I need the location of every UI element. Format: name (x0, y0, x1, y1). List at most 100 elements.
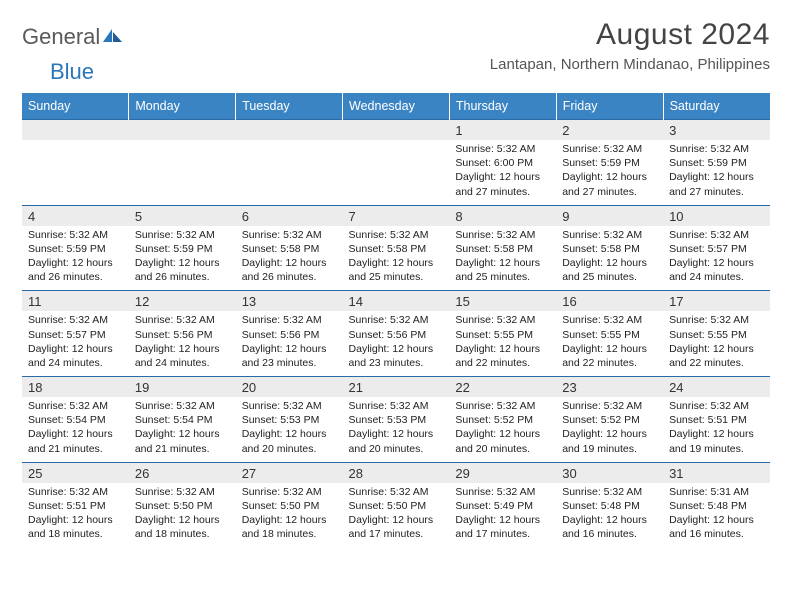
logo: General (22, 24, 124, 50)
day-info-cell: Sunrise: 5:32 AMSunset: 5:56 PMDaylight:… (343, 311, 450, 376)
day-cell: 25 (22, 462, 129, 483)
day-info-cell: Sunrise: 5:32 AMSunset: 5:50 PMDaylight:… (343, 483, 450, 548)
day-info: Sunrise: 5:32 AMSunset: 5:54 PMDaylight:… (22, 397, 129, 462)
day-cell: 26 (129, 462, 236, 483)
logo-word1: General (22, 24, 100, 50)
day-number: 13 (236, 291, 343, 311)
day-info-cell: Sunrise: 5:32 AMSunset: 5:58 PMDaylight:… (236, 226, 343, 291)
day-info-cell (22, 140, 129, 205)
day-info: Sunrise: 5:32 AMSunset: 5:59 PMDaylight:… (129, 226, 236, 291)
daynum-row: 45678910 (22, 205, 770, 226)
day-info: Sunrise: 5:32 AMSunset: 5:56 PMDaylight:… (236, 311, 343, 376)
calendar-table: SundayMondayTuesdayWednesdayThursdayFrid… (22, 93, 770, 547)
day-info: Sunrise: 5:32 AMSunset: 5:48 PMDaylight:… (556, 483, 663, 548)
day-number: 6 (236, 206, 343, 226)
day-info: Sunrise: 5:32 AMSunset: 5:52 PMDaylight:… (556, 397, 663, 462)
day-number: 20 (236, 377, 343, 397)
calendar-page: General August 2024 Lantapan, Northern M… (0, 0, 792, 557)
day-info: Sunrise: 5:32 AMSunset: 5:58 PMDaylight:… (343, 226, 450, 291)
info-row: Sunrise: 5:32 AMSunset: 6:00 PMDaylight:… (22, 140, 770, 205)
day-info-cell: Sunrise: 5:32 AMSunset: 5:53 PMDaylight:… (236, 397, 343, 462)
day-cell: 15 (449, 291, 556, 312)
day-info: Sunrise: 5:32 AMSunset: 5:59 PMDaylight:… (663, 140, 770, 205)
day-cell (22, 120, 129, 141)
day-info-cell: Sunrise: 5:32 AMSunset: 5:53 PMDaylight:… (343, 397, 450, 462)
day-header: Thursday (449, 93, 556, 120)
day-header: Wednesday (343, 93, 450, 120)
day-info: Sunrise: 5:32 AMSunset: 5:53 PMDaylight:… (343, 397, 450, 462)
day-cell (236, 120, 343, 141)
daynum-row: 18192021222324 (22, 377, 770, 398)
day-info: Sunrise: 5:32 AMSunset: 5:50 PMDaylight:… (236, 483, 343, 548)
day-cell: 9 (556, 205, 663, 226)
day-cell: 30 (556, 462, 663, 483)
day-cell: 29 (449, 462, 556, 483)
day-cell: 16 (556, 291, 663, 312)
day-cell: 11 (22, 291, 129, 312)
info-row: Sunrise: 5:32 AMSunset: 5:59 PMDaylight:… (22, 226, 770, 291)
daynum-row: 11121314151617 (22, 291, 770, 312)
day-info: Sunrise: 5:32 AMSunset: 5:58 PMDaylight:… (556, 226, 663, 291)
day-cell: 21 (343, 377, 450, 398)
day-number: 8 (449, 206, 556, 226)
day-info-cell: Sunrise: 5:32 AMSunset: 5:56 PMDaylight:… (236, 311, 343, 376)
day-info-cell: Sunrise: 5:32 AMSunset: 5:55 PMDaylight:… (449, 311, 556, 376)
day-info: Sunrise: 5:32 AMSunset: 5:50 PMDaylight:… (129, 483, 236, 548)
day-info-cell: Sunrise: 5:32 AMSunset: 5:52 PMDaylight:… (449, 397, 556, 462)
day-number: 1 (449, 120, 556, 140)
day-header-row: SundayMondayTuesdayWednesdayThursdayFrid… (22, 93, 770, 120)
day-number: 25 (22, 463, 129, 483)
day-info-cell: Sunrise: 5:32 AMSunset: 5:51 PMDaylight:… (663, 397, 770, 462)
location-text: Lantapan, Northern Mindanao, Philippines (490, 56, 770, 73)
day-number: 27 (236, 463, 343, 483)
day-info: Sunrise: 5:32 AMSunset: 5:57 PMDaylight:… (22, 311, 129, 376)
day-number: 5 (129, 206, 236, 226)
day-number: 24 (663, 377, 770, 397)
day-info: Sunrise: 5:32 AMSunset: 5:56 PMDaylight:… (343, 311, 450, 376)
day-info-cell: Sunrise: 5:32 AMSunset: 5:58 PMDaylight:… (343, 226, 450, 291)
day-number: 9 (556, 206, 663, 226)
day-info: Sunrise: 5:32 AMSunset: 5:55 PMDaylight:… (449, 311, 556, 376)
day-info: Sunrise: 5:32 AMSunset: 5:55 PMDaylight:… (556, 311, 663, 376)
day-cell: 23 (556, 377, 663, 398)
day-info-cell: Sunrise: 5:32 AMSunset: 5:54 PMDaylight:… (129, 397, 236, 462)
day-info-cell (343, 140, 450, 205)
day-info: Sunrise: 5:32 AMSunset: 5:57 PMDaylight:… (663, 226, 770, 291)
day-cell: 10 (663, 205, 770, 226)
day-cell: 19 (129, 377, 236, 398)
day-cell: 14 (343, 291, 450, 312)
day-cell: 22 (449, 377, 556, 398)
day-number: 26 (129, 463, 236, 483)
day-cell: 28 (343, 462, 450, 483)
day-info-cell: Sunrise: 5:32 AMSunset: 5:54 PMDaylight:… (22, 397, 129, 462)
day-cell: 27 (236, 462, 343, 483)
day-cell: 1 (449, 120, 556, 141)
day-info: Sunrise: 5:32 AMSunset: 5:52 PMDaylight:… (449, 397, 556, 462)
day-cell: 5 (129, 205, 236, 226)
day-number: 30 (556, 463, 663, 483)
day-info: Sunrise: 5:31 AMSunset: 5:48 PMDaylight:… (663, 483, 770, 548)
day-cell: 12 (129, 291, 236, 312)
day-info: Sunrise: 5:32 AMSunset: 5:51 PMDaylight:… (22, 483, 129, 548)
day-info-cell: Sunrise: 5:32 AMSunset: 6:00 PMDaylight:… (449, 140, 556, 205)
day-number: 18 (22, 377, 129, 397)
day-info: Sunrise: 5:32 AMSunset: 5:56 PMDaylight:… (129, 311, 236, 376)
day-cell: 6 (236, 205, 343, 226)
day-number: 3 (663, 120, 770, 140)
info-row: Sunrise: 5:32 AMSunset: 5:54 PMDaylight:… (22, 397, 770, 462)
day-cell: 13 (236, 291, 343, 312)
day-info: Sunrise: 5:32 AMSunset: 5:59 PMDaylight:… (556, 140, 663, 205)
day-info-cell (236, 140, 343, 205)
day-info-cell: Sunrise: 5:32 AMSunset: 5:59 PMDaylight:… (556, 140, 663, 205)
day-number: 12 (129, 291, 236, 311)
day-cell: 4 (22, 205, 129, 226)
day-number: 16 (556, 291, 663, 311)
logo-word2: Blue (50, 59, 94, 85)
day-info: Sunrise: 5:32 AMSunset: 5:50 PMDaylight:… (343, 483, 450, 548)
day-info-cell: Sunrise: 5:32 AMSunset: 5:58 PMDaylight:… (449, 226, 556, 291)
day-info: Sunrise: 5:32 AMSunset: 5:51 PMDaylight:… (663, 397, 770, 462)
day-number: 10 (663, 206, 770, 226)
day-info-cell: Sunrise: 5:31 AMSunset: 5:48 PMDaylight:… (663, 483, 770, 548)
day-info-cell: Sunrise: 5:32 AMSunset: 5:55 PMDaylight:… (556, 311, 663, 376)
day-cell: 18 (22, 377, 129, 398)
